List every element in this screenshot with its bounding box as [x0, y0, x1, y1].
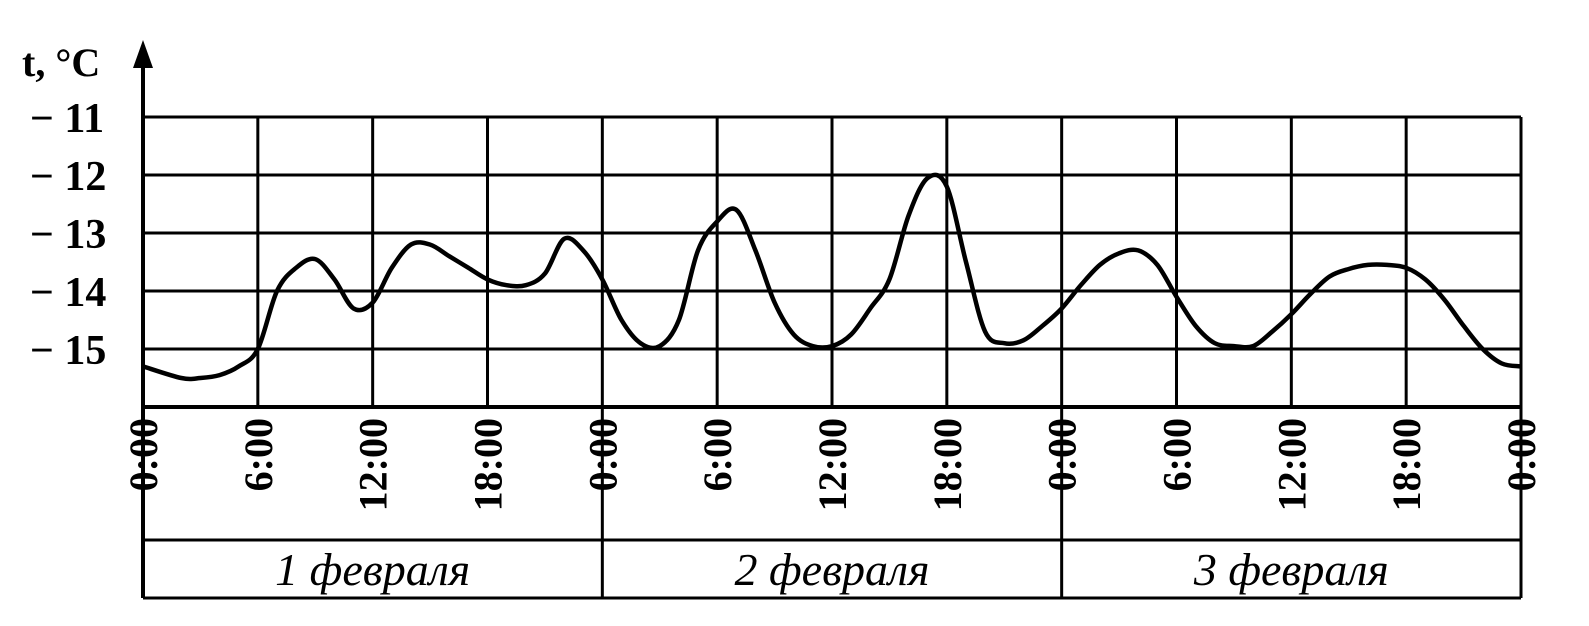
x-tick-label: 0:00	[121, 418, 166, 491]
x-tick-label: 6:00	[236, 418, 281, 491]
y-tick-label: − 15	[30, 328, 106, 374]
temperature-series-line	[142, 172, 1522, 382]
day-labels: 1 февраля 2 февраля 3 февраля	[275, 544, 1389, 595]
y-tick-label: − 14	[30, 270, 106, 316]
x-tick-label: 0:00	[1040, 418, 1085, 491]
x-tick-label: 12:00	[1269, 418, 1314, 511]
y-axis-label: t, °C	[22, 40, 100, 85]
x-tick-label: 6:00	[695, 418, 740, 491]
series-group	[142, 172, 1522, 382]
y-tick-label: − 13	[30, 212, 106, 258]
x-tick-label: 18:00	[925, 418, 970, 511]
axes	[133, 40, 1523, 600]
day-label: 1 февраля	[275, 544, 470, 595]
y-tick-label: − 11	[30, 96, 104, 142]
day-label: 3 февраля	[1193, 544, 1389, 595]
x-tick-labels: 0:00 6:00 12:00 18:00 0:00 6:00 12:00 18:00 0:00…	[121, 418, 1544, 511]
x-tick-label: 18:00	[1384, 418, 1429, 511]
grid	[143, 115, 1523, 407]
x-tick-label: 12:00	[351, 418, 396, 511]
y-tick-labels: − 11 − 12 − 13 − 14 − 15	[30, 96, 106, 374]
x-tick-label: 12:00	[810, 418, 855, 511]
x-tick-label: 6:00	[1155, 418, 1200, 491]
day-label: 2 февраля	[735, 544, 930, 595]
y-tick-label: − 12	[30, 154, 106, 200]
x-tick-label: 0:00	[580, 418, 625, 491]
x-tick-label: 0:00	[1499, 418, 1544, 491]
y-axis-arrow	[133, 40, 153, 68]
x-tick-label: 18:00	[466, 418, 511, 511]
